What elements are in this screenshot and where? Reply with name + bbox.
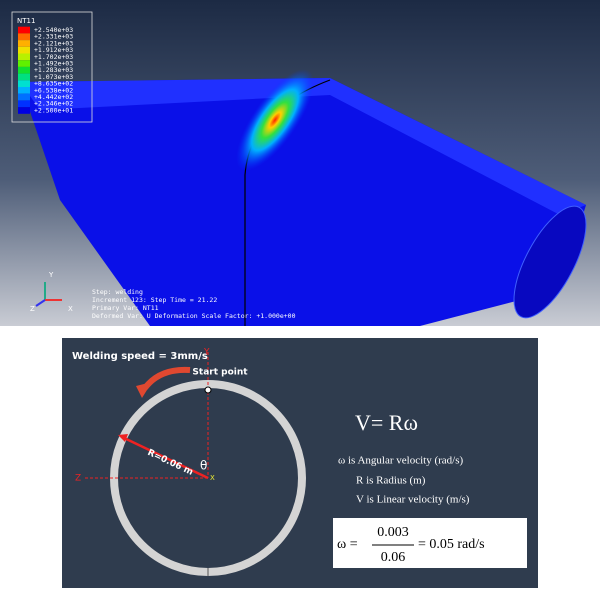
info-line: Primary Var: NT11: [92, 304, 159, 312]
def-0: ω is Angular velocity (rad/s): [338, 455, 463, 467]
axis-z: Z: [75, 474, 81, 484]
info-line: Deformed Var: U Deformation Scale Factor…: [92, 312, 296, 320]
formula: V= Rω: [355, 410, 418, 435]
legend: +2.540e+03+2.331e+03+2.121e+03+1.912e+03…: [18, 26, 73, 114]
triad-y: Y: [48, 271, 54, 279]
pipe-end: [513, 205, 587, 319]
triad-x: X: [68, 305, 73, 313]
legend-label: +4.442e+02: [34, 93, 73, 101]
legend-swatch: [18, 107, 30, 114]
calc-box: [333, 518, 527, 568]
legend-label: +6.538e+02: [34, 86, 73, 94]
triad: Y Z X: [30, 271, 73, 313]
def-1: R is Radius (m): [356, 475, 426, 487]
speed-label: Welding speed = 3mm/s: [72, 351, 208, 362]
heat-zone: [236, 69, 314, 171]
legend-label: +2.331e+03: [34, 33, 73, 41]
legend-label: +2.540e+03: [34, 26, 73, 34]
legend-label: +1.702e+03: [34, 53, 73, 61]
legend-label: +1.492e+03: [34, 60, 73, 68]
info-line: Increment 123: Step Time = 21.22: [92, 296, 217, 304]
axis-y: Y: [203, 348, 210, 358]
legend-label: +1.912e+03: [34, 46, 73, 54]
legend-swatch: [18, 66, 30, 74]
legend-label: +1.073e+03: [34, 73, 73, 81]
legend-title: NT11: [17, 17, 35, 25]
simulation-view: NT11 +2.540e+03+2.331e+03+2.121e+03+1.91…: [0, 0, 600, 326]
calc-denominator: 0.06: [381, 550, 406, 565]
def-2: V is Linear velocity (m/s): [356, 494, 470, 506]
info-line: Step: welding: [92, 288, 143, 296]
diagram: Welding speed = 3mm/s Start point R=0.06…: [62, 338, 538, 588]
legend-label: +8.635e+02: [34, 80, 73, 88]
calc-rhs: = 0.05 rad/s: [418, 537, 485, 552]
legend-box: [11, 11, 93, 123]
radius-line: [121, 435, 209, 480]
start-marker: [204, 386, 212, 394]
triad-z: Z: [30, 305, 35, 313]
legend-swatch: [18, 100, 30, 108]
legend-label: +1.283e+03: [34, 66, 73, 74]
radius-arrow: [118, 434, 128, 442]
calc-lhs: ω =: [337, 537, 358, 552]
legend-label: +2.346e+02: [34, 100, 73, 108]
legend-label: +2.121e+03: [34, 39, 73, 47]
legend-swatch: [18, 33, 30, 41]
legend-swatch: [18, 60, 30, 67]
legend-swatch: [18, 73, 30, 81]
start-label: Start point: [192, 368, 248, 378]
legend-swatch: [18, 87, 30, 94]
legend-swatch: [18, 53, 30, 61]
axis-x: X: [210, 474, 215, 482]
rotation-arrowhead: [136, 382, 152, 398]
calc-numerator: 0.003: [377, 525, 409, 540]
pipe-highlight: [20, 78, 586, 215]
legend-swatch: [18, 93, 30, 101]
angle-label: θ: [200, 459, 207, 473]
legend-swatch: [18, 46, 30, 54]
legend-label: +2.500e+01: [34, 106, 73, 114]
legend-swatch: [18, 26, 30, 34]
legend-swatch: [18, 40, 30, 47]
legend-swatch: [18, 80, 30, 87]
